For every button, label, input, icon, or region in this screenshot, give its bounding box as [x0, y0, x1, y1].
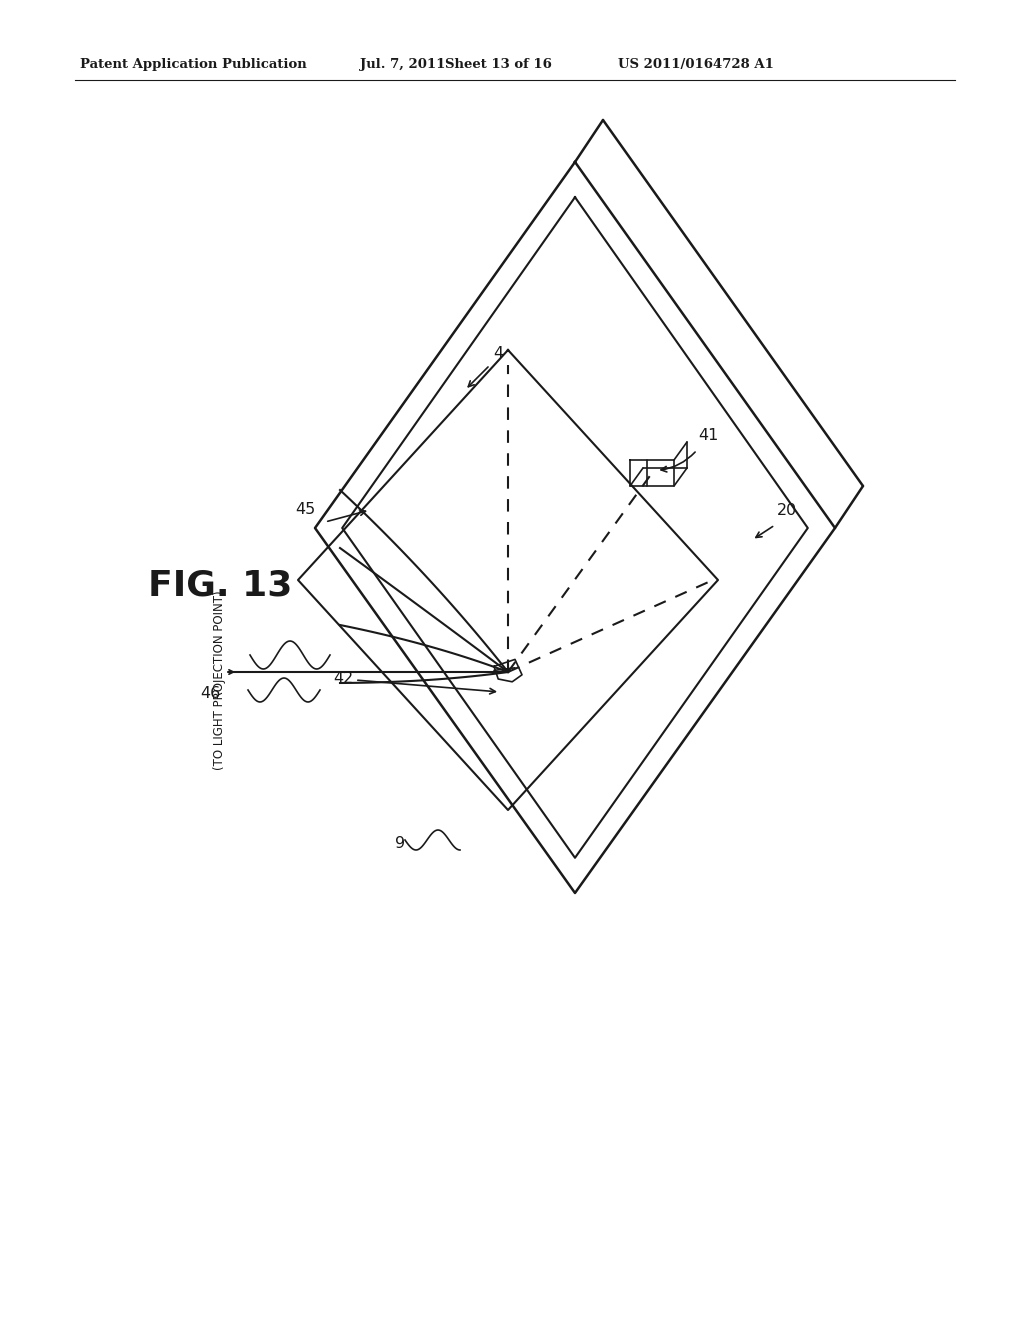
Text: FIG. 13: FIG. 13: [148, 568, 293, 602]
Text: 20: 20: [777, 503, 798, 517]
Text: Jul. 7, 2011: Jul. 7, 2011: [360, 58, 445, 71]
Text: 41: 41: [698, 428, 719, 444]
Text: 4: 4: [493, 346, 503, 360]
Text: (TO LIGHT PROJECTION POINT): (TO LIGHT PROJECTION POINT): [213, 590, 226, 770]
Text: Patent Application Publication: Patent Application Publication: [80, 58, 307, 71]
Text: 46: 46: [200, 686, 220, 701]
Text: 42: 42: [333, 671, 353, 686]
Text: 9: 9: [395, 836, 406, 851]
Text: 45: 45: [295, 502, 315, 517]
Text: US 2011/0164728 A1: US 2011/0164728 A1: [618, 58, 774, 71]
Text: Sheet 13 of 16: Sheet 13 of 16: [445, 58, 552, 71]
